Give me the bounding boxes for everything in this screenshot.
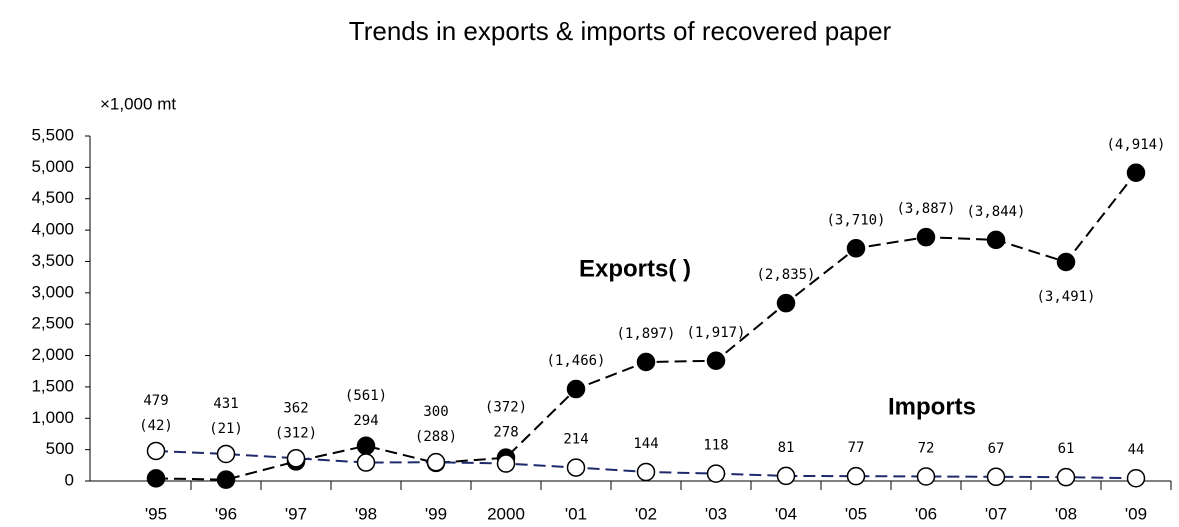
marker	[776, 293, 796, 313]
x-tick-label: '06	[915, 504, 937, 523]
data-label: 44	[1128, 442, 1145, 458]
marker	[636, 462, 656, 482]
data-label: 300	[423, 404, 448, 420]
data-label: (42)	[139, 418, 173, 434]
x-tick-label: '95	[145, 504, 167, 523]
x-tick-label: '05	[845, 504, 867, 523]
y-tick-label: 2,000	[31, 345, 74, 364]
x-tick-label: 2000	[487, 504, 525, 523]
marker	[776, 466, 796, 486]
marker	[356, 453, 376, 472]
data-label: (1,897)	[616, 326, 675, 342]
marker	[1126, 468, 1146, 488]
y-tick-label: 3,500	[31, 251, 74, 270]
data-label: 118	[703, 438, 728, 454]
x-tick-label: '02	[635, 504, 657, 523]
data-label: (288)	[415, 429, 457, 445]
marker	[706, 351, 726, 371]
y-tick-label: 1,000	[31, 408, 74, 427]
y-tick-label: 2,500	[31, 314, 74, 333]
marker	[566, 458, 586, 477]
data-label: (4,914)	[1106, 137, 1165, 153]
data-label: (1,466)	[546, 353, 605, 369]
data-label: 479	[143, 393, 168, 409]
annotation: Imports	[888, 393, 976, 420]
data-label: (561)	[345, 388, 387, 404]
marker	[636, 352, 656, 372]
marker	[146, 469, 166, 488]
data-label: (2,835)	[756, 267, 815, 283]
x-tick-label: '99	[425, 504, 447, 523]
marker	[1056, 252, 1076, 272]
y-tick-label: 1,500	[31, 376, 74, 395]
marker	[1126, 163, 1146, 183]
marker	[986, 467, 1006, 487]
data-label: 214	[563, 432, 588, 448]
x-tick-label: '09	[1125, 504, 1147, 523]
y-tick-label: 500	[46, 439, 74, 458]
y-tick-label: 0	[65, 470, 74, 489]
data-label: (372)	[485, 400, 527, 416]
data-label: (21)	[209, 421, 243, 437]
data-label: (3,844)	[966, 204, 1025, 220]
data-label: 81	[778, 440, 795, 456]
data-label: 294	[353, 413, 378, 429]
marker	[496, 454, 516, 473]
marker	[1056, 467, 1076, 487]
x-tick-label: '01	[565, 504, 587, 523]
data-label: 72	[918, 440, 935, 456]
marker	[706, 464, 726, 483]
marker	[916, 227, 936, 247]
x-tick-label: '03	[705, 504, 727, 523]
x-tick-label: '04	[775, 504, 797, 523]
data-label: 77	[848, 440, 865, 456]
y-tick-label: 3,000	[31, 282, 74, 301]
marker	[846, 239, 866, 258]
y-tick-label: 4,500	[31, 188, 74, 207]
marker	[146, 441, 166, 461]
data-label: (312)	[275, 425, 317, 441]
data-label: 278	[493, 425, 518, 441]
data-label: 431	[213, 396, 238, 412]
data-label: (1,917)	[686, 325, 745, 341]
marker	[426, 452, 446, 472]
chart-title: Trends in exports & imports of recovered…	[349, 16, 892, 46]
marker	[216, 444, 236, 464]
x-tick-label: '07	[985, 504, 1007, 523]
x-tick-label: '98	[355, 504, 377, 523]
marker	[356, 436, 376, 456]
data-label: 67	[988, 441, 1005, 457]
data-label: 362	[283, 400, 308, 416]
y-axis-label: ×1,000 mt	[100, 94, 176, 113]
marker	[916, 467, 936, 486]
marker	[846, 466, 866, 486]
marker	[286, 449, 306, 468]
data-label: (3,491)	[1036, 289, 1095, 305]
x-tick-label: '08	[1055, 504, 1077, 523]
data-label: (3,887)	[896, 201, 955, 217]
x-tick-label: '97	[285, 504, 307, 523]
annotation: Exports( )	[579, 255, 691, 282]
marker	[986, 230, 1006, 250]
marker	[566, 379, 586, 399]
y-tick-label: 5,000	[31, 157, 74, 176]
data-label: 144	[633, 436, 658, 452]
x-tick-label: '96	[215, 504, 237, 523]
y-tick-label: 5,500	[31, 125, 74, 144]
data-label: 61	[1058, 441, 1075, 457]
y-tick-label: 4,000	[31, 220, 74, 239]
data-label: (3,710)	[826, 212, 885, 228]
marker	[216, 470, 236, 489]
